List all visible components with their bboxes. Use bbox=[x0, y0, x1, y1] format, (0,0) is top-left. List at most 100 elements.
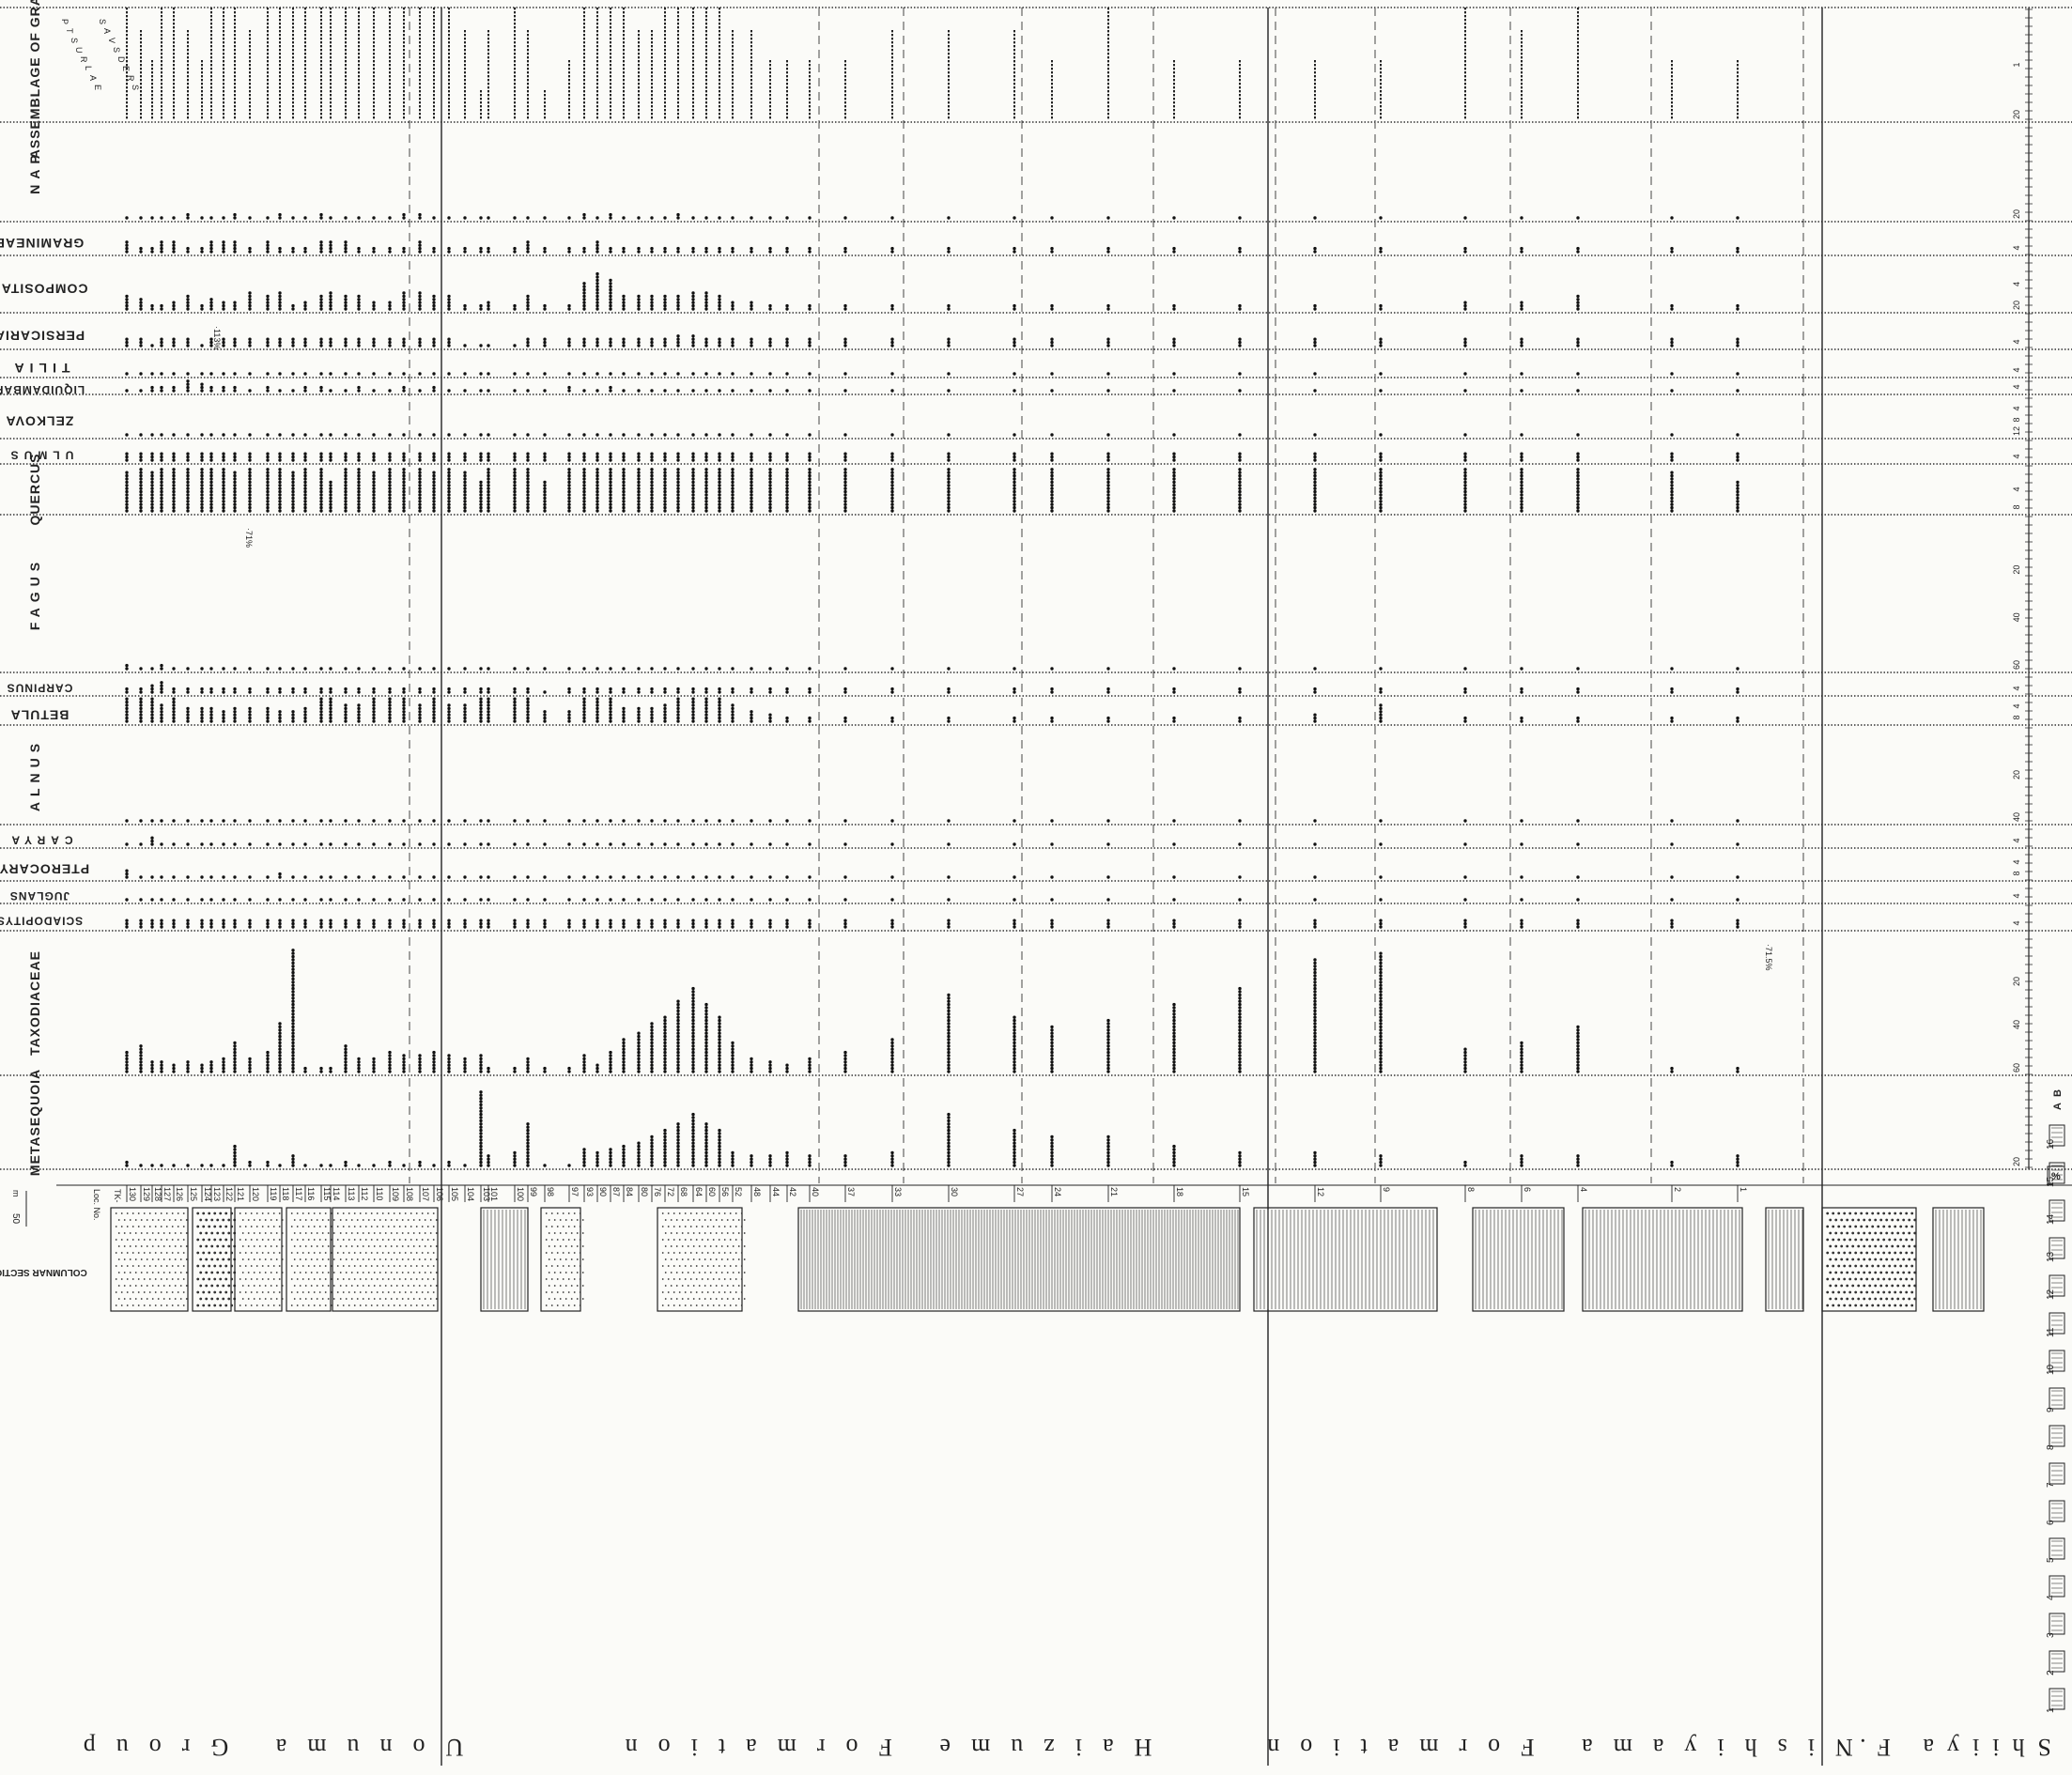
pollen-dot bbox=[329, 458, 332, 462]
assemblage-mark bbox=[527, 56, 529, 59]
pollen-dot bbox=[248, 294, 252, 299]
assemblage-mark bbox=[389, 15, 391, 18]
pollen-dot bbox=[150, 509, 154, 513]
pollen-dot bbox=[1013, 307, 1016, 311]
pollen-dot bbox=[1050, 1057, 1054, 1061]
pollen-dot bbox=[266, 337, 270, 341]
pollen-dot bbox=[676, 337, 680, 341]
assemblage-mark bbox=[173, 8, 175, 10]
pollen-dot bbox=[609, 301, 612, 304]
pollen-dot bbox=[186, 301, 190, 304]
pollen-dot bbox=[319, 697, 323, 701]
pollen-dot bbox=[1238, 1009, 1242, 1013]
pollen-dot bbox=[248, 303, 252, 308]
assemblage-mark bbox=[750, 45, 752, 48]
pollen-dot bbox=[595, 216, 599, 220]
pollen-dot bbox=[402, 340, 406, 345]
assemblage-mark bbox=[623, 8, 625, 10]
pollen-dot bbox=[567, 502, 571, 506]
pollen-dot bbox=[200, 458, 204, 462]
pollen-dot bbox=[691, 505, 695, 510]
pollen-dot bbox=[750, 898, 753, 902]
pollen-dot bbox=[487, 703, 490, 707]
pollen-dot bbox=[691, 1125, 695, 1129]
pollen-dot bbox=[1238, 455, 1242, 459]
pollen-dot bbox=[704, 1018, 708, 1023]
assemblage-mark bbox=[583, 53, 585, 55]
pollen-dot bbox=[704, 477, 708, 481]
pollen-dot bbox=[329, 452, 332, 455]
assemblage-mark bbox=[623, 98, 625, 100]
assemblage-mark bbox=[201, 71, 203, 74]
pollen-dot bbox=[463, 484, 467, 487]
assemblage-mark bbox=[267, 116, 269, 119]
assemblage-mark bbox=[664, 101, 666, 104]
pollen-dot bbox=[432, 667, 436, 671]
pollen-dot bbox=[582, 496, 586, 501]
pollen-dot bbox=[718, 216, 721, 220]
pollen-dot bbox=[582, 719, 586, 723]
pollen-dot bbox=[1013, 1138, 1016, 1142]
assemblage-mark bbox=[249, 94, 251, 97]
assemblage-mark bbox=[358, 30, 360, 33]
pollen-dot bbox=[186, 667, 190, 671]
pollen-dot bbox=[222, 719, 225, 723]
pollen-dot bbox=[344, 216, 348, 220]
pollen-dot bbox=[650, 713, 654, 717]
pollen-dot bbox=[513, 700, 517, 704]
pollen-dot bbox=[402, 918, 406, 922]
pollen-dot bbox=[691, 493, 695, 497]
pollen-dot bbox=[609, 875, 612, 879]
assemblage-mark bbox=[358, 116, 360, 119]
pollen-dot bbox=[750, 1157, 753, 1161]
pollen-dot bbox=[266, 502, 270, 506]
pollen-dot bbox=[329, 389, 332, 393]
assemblage-mark bbox=[223, 94, 224, 97]
assemblage-mark bbox=[419, 26, 421, 29]
pollen-dot bbox=[785, 337, 789, 341]
pollen-dot bbox=[291, 389, 295, 393]
assemblage-mark bbox=[568, 68, 570, 70]
assemblage-mark bbox=[664, 94, 666, 97]
pollen-dot bbox=[344, 1060, 348, 1064]
pollen-dot bbox=[125, 925, 129, 929]
assemblage-mark bbox=[948, 34, 950, 37]
assemblage-mark bbox=[292, 105, 294, 108]
pollen-dot bbox=[1050, 250, 1054, 254]
pollen-dot bbox=[150, 898, 154, 902]
pollen-dot bbox=[463, 819, 467, 823]
pollen-dot bbox=[718, 372, 721, 376]
pollen-dot bbox=[125, 918, 129, 922]
pollen-dot bbox=[676, 1063, 680, 1067]
pollen-dot bbox=[513, 246, 517, 251]
pollen-dot bbox=[595, 389, 599, 393]
pollen-dot bbox=[808, 1154, 812, 1158]
pollen-dot bbox=[357, 898, 361, 902]
pollen-dot bbox=[463, 918, 467, 922]
pollen-dot bbox=[704, 713, 708, 717]
pollen-dot bbox=[233, 493, 237, 497]
assemblage-mark bbox=[583, 41, 585, 44]
pollen-dot bbox=[479, 1144, 483, 1149]
pollen-dot bbox=[526, 1057, 530, 1061]
pollen-dot bbox=[890, 875, 894, 879]
pollen-dot bbox=[1050, 471, 1054, 474]
pollen-dot bbox=[463, 502, 467, 506]
pollen-dot bbox=[676, 480, 680, 485]
pollen-dot bbox=[432, 344, 436, 347]
assemblage-mark bbox=[210, 109, 212, 112]
pollen-dot bbox=[463, 842, 467, 846]
pollen-dot bbox=[691, 480, 695, 485]
pollen-dot bbox=[222, 303, 225, 308]
pollen-dot bbox=[513, 452, 517, 455]
pollen-dot bbox=[1106, 1044, 1110, 1048]
assemblage-mark bbox=[464, 94, 466, 97]
assemblage-mark bbox=[719, 68, 720, 70]
pollen-dot bbox=[447, 918, 451, 922]
pollen-dot bbox=[582, 291, 586, 295]
pollen-dot bbox=[609, 1054, 612, 1057]
pollen-dot bbox=[303, 716, 307, 720]
assemblage-mark bbox=[1107, 45, 1109, 48]
assemblage-mark bbox=[527, 71, 529, 74]
pollen-dot bbox=[319, 212, 323, 217]
